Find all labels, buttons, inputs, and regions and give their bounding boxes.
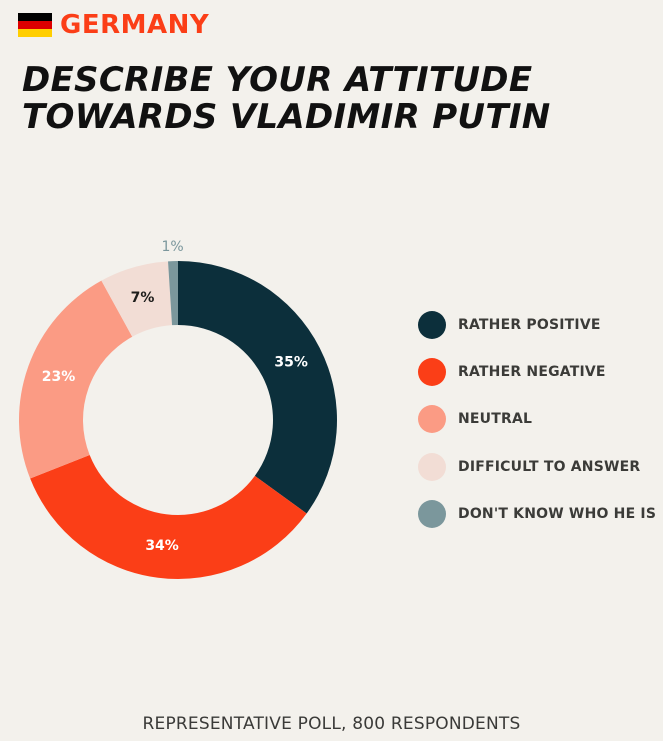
legend-label: DIFFICULT TO ANSWER — [458, 458, 641, 475]
legend-swatch — [418, 405, 446, 434]
legend-swatch — [418, 358, 446, 387]
header: GERMANY — [18, 10, 209, 40]
chart-title: DESCRIBE YOUR ATTITUDE TOWARDS VLADIMIR … — [22, 62, 551, 136]
data-label-difficult-to-answer: 7% — [131, 290, 155, 306]
legend-label: NEUTRAL — [458, 411, 533, 428]
data-label-don-t-know-who-he-is: 1% — [161, 239, 183, 255]
legend-swatch — [418, 452, 446, 481]
legend-swatch — [418, 311, 446, 339]
legend-label: RATHER NEGATIVE — [458, 364, 606, 381]
flag-stripe-gold — [18, 29, 52, 37]
title-line-1: DESCRIBE YOUR ATTITUDE — [22, 60, 533, 100]
legend-item-neutral: NEUTRAL — [418, 404, 656, 434]
flag-stripe-black — [18, 13, 52, 21]
flag-stripe-red — [18, 21, 52, 29]
legend-swatch — [418, 499, 446, 528]
legend-item-difficult-to-answer: DIFFICULT TO ANSWER — [418, 452, 656, 482]
legend-label: DON'T KNOW WHO HE IS — [458, 505, 657, 522]
chart-legend: RATHER POSITIVE RATHER NEGATIVE NEUTRAL … — [418, 310, 656, 546]
data-label-neutral: 23% — [42, 369, 76, 385]
legend-item-rather-negative: RATHER NEGATIVE — [418, 357, 656, 387]
donut-slice-don-t-know-who-he-is — [168, 261, 178, 326]
germany-flag-icon — [18, 13, 52, 37]
legend-item-rather-positive: RATHER POSITIVE — [418, 310, 656, 340]
data-label-rather-positive: 35% — [274, 354, 308, 370]
title-line-2: TOWARDS VLADIMIR PUTIN — [22, 97, 551, 137]
country-name: GERMANY — [60, 10, 210, 40]
legend-item-dont-know-who-he-is: DON'T KNOW WHO HE IS — [418, 499, 656, 529]
donut-slice-neutral — [18, 280, 133, 479]
donut-slice-rather-negative — [30, 454, 307, 579]
donut-slice-difficult-to-answer — [101, 261, 173, 337]
donut-slice-rather-positive — [178, 261, 337, 514]
donut-chart: 35% 34% 23% 7% 1% — [18, 239, 337, 579]
poll-footnote: REPRESENTATIVE POLL, 800 RESPONDENTS — [142, 714, 521, 734]
legend-label: RATHER POSITIVE — [458, 317, 601, 333]
data-label-rather-negative: 34% — [145, 538, 179, 554]
